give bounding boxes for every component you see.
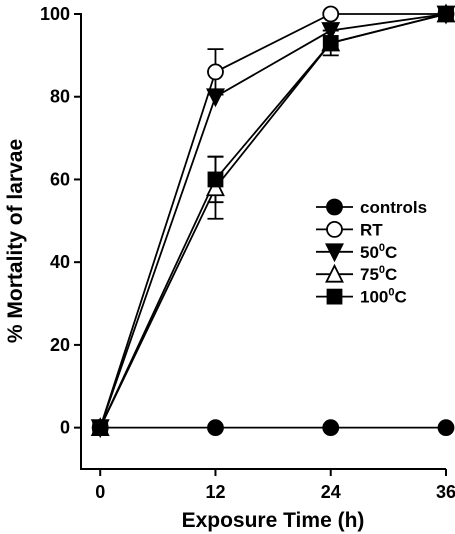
legend-marker	[326, 288, 343, 305]
data-point-4-3	[438, 6, 454, 22]
legend-item-0: controls	[316, 198, 427, 217]
y-tick-label-40: 40	[50, 252, 70, 272]
legend-label: 1000C	[360, 287, 407, 307]
legend-marker	[326, 220, 343, 238]
legend-item-2: 500C	[316, 242, 397, 263]
legend-marker	[325, 263, 344, 283]
data-point-2-2	[321, 22, 341, 42]
series-line-1	[99, 13, 446, 428]
legend-marker	[326, 198, 343, 216]
x-tick-label-0: 0	[95, 482, 105, 502]
series-line-2	[99, 13, 447, 428]
x-axis-title: Exposure Time (h)	[182, 509, 365, 532]
axes: 0 20 40 60 80 100 0 12 24 36	[40, 4, 455, 502]
y-tick-label-0: 0	[60, 418, 70, 438]
y-tick-label-20: 20	[50, 335, 70, 355]
legend-item-3: 750C	[316, 263, 397, 284]
legend-label: RT	[360, 220, 383, 239]
series-line-4	[99, 13, 447, 429]
data-point-4-0	[92, 419, 109, 436]
x-tick-label-36: 36	[436, 482, 455, 502]
data-point-4-2	[322, 35, 339, 51]
data-point-0-2	[322, 419, 340, 437]
x-tick-label-24: 24	[321, 482, 341, 502]
series-layer	[90, 3, 455, 439]
y-tick-label-60: 60	[50, 169, 70, 189]
data-point-0-1	[207, 419, 224, 437]
legend-marker	[325, 243, 344, 263]
data-point-1-2	[322, 5, 340, 23]
data-point-4-1	[207, 171, 224, 188]
legend-item-4: 1000C	[316, 287, 407, 307]
data-point-2-1	[206, 88, 225, 108]
legend-label: controls	[360, 198, 427, 217]
legend-label: 750C	[360, 264, 397, 284]
y-axis-title: % Mortality of larvae	[4, 139, 27, 343]
data-point-0-3	[437, 419, 455, 437]
series-line-3	[99, 13, 447, 429]
legend-item-1: RT	[316, 220, 383, 239]
x-tick-label-12: 12	[205, 482, 225, 502]
data-point-1-1	[207, 63, 224, 81]
y-tick-label-80: 80	[50, 87, 70, 107]
legend-label: 500C	[360, 242, 397, 262]
y-tick-label-100: 100	[40, 4, 70, 24]
